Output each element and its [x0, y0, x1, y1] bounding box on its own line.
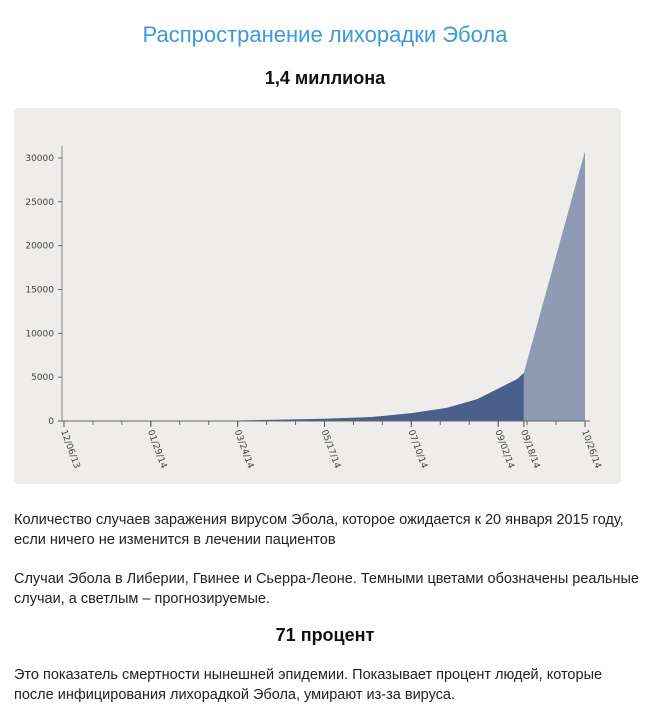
y-tick-label: 5000 — [31, 373, 54, 383]
section-heading: 1,4 миллиона — [264, 68, 386, 88]
x-tick-label: 07/10/14 — [406, 429, 429, 471]
x-tick-label: 10/26/14 — [579, 429, 602, 471]
section-heading: 71 процент — [275, 625, 375, 645]
x-tick-label: 03/24/14 — [232, 429, 255, 471]
chart-container: 0 5000 10000 15000 20000 25000 30000 12/06/13 01… — [14, 108, 621, 484]
area-actual — [64, 372, 524, 421]
y-tick-label: 30000 — [25, 154, 54, 164]
x-tick-label: 05/17/14 — [319, 429, 342, 471]
y-tick-label: 10000 — [25, 329, 54, 339]
x-tick-label: 09/18/14 — [518, 429, 541, 471]
y-tick-label: 25000 — [25, 198, 54, 208]
paragraph: Количество случаев заражения вирусом Эбо… — [14, 512, 624, 548]
y-tick-label: 20000 — [25, 242, 54, 252]
paragraph: Случаи Эбола в Либерии, Гвинее и Сьерра-… — [14, 571, 639, 607]
y-tick-label: 0 — [48, 417, 54, 427]
ebola-area-chart: 0 5000 10000 15000 20000 25000 30000 12/06/13 01… — [25, 146, 602, 471]
page-title: Распространение лихорадки Эбола — [142, 22, 508, 47]
y-tick-label: 15000 — [25, 286, 54, 296]
x-tick-label: 12/06/13 — [58, 429, 81, 470]
x-tick-label: 01/29/14 — [145, 429, 168, 471]
area-projected — [523, 150, 585, 421]
x-tick-label: 09/02/14 — [492, 429, 515, 471]
paragraph: Это показатель смертности нынешней эпиде… — [14, 667, 603, 703]
